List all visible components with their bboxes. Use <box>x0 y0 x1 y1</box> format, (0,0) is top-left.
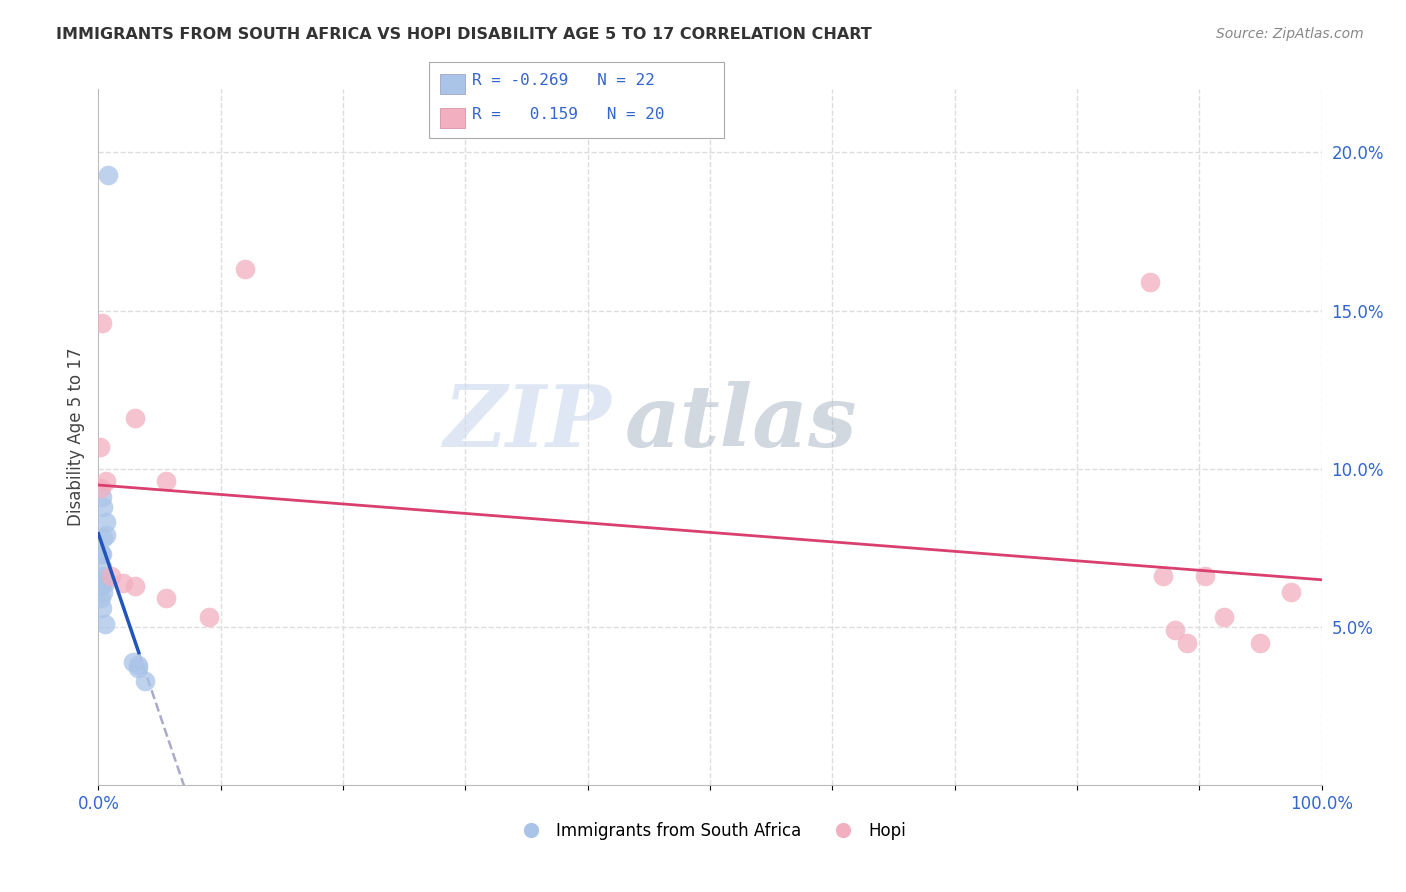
Point <box>97 168 120 182</box>
Point <box>233 262 256 277</box>
Point <box>1249 635 1271 649</box>
Point <box>1194 569 1216 583</box>
Point <box>1152 569 1174 583</box>
Legend: Immigrants from South Africa, Hopi: Immigrants from South Africa, Hopi <box>508 815 912 847</box>
Point <box>155 591 177 606</box>
Point <box>91 559 114 574</box>
Point <box>91 547 114 561</box>
Text: ZIP: ZIP <box>444 382 612 465</box>
Point <box>121 655 143 669</box>
Point <box>1175 635 1198 649</box>
Point <box>1139 275 1161 289</box>
Point <box>124 579 146 593</box>
Point <box>94 475 117 489</box>
Text: R =   0.159   N = 20: R = 0.159 N = 20 <box>472 107 665 122</box>
Point <box>127 661 149 675</box>
Point <box>1212 610 1234 624</box>
Point <box>91 316 114 330</box>
Point <box>90 547 112 561</box>
Text: R = -0.269   N = 22: R = -0.269 N = 22 <box>472 73 655 88</box>
Text: Source: ZipAtlas.com: Source: ZipAtlas.com <box>1216 27 1364 41</box>
Point <box>1279 585 1302 599</box>
Point <box>91 600 114 615</box>
Point <box>91 531 114 545</box>
Point <box>90 579 112 593</box>
Text: atlas: atlas <box>624 382 856 465</box>
Point <box>134 673 156 688</box>
Point <box>90 579 112 593</box>
Point <box>91 500 114 514</box>
Text: IMMIGRANTS FROM SOUTH AFRICA VS HOPI DISABILITY AGE 5 TO 17 CORRELATION CHART: IMMIGRANTS FROM SOUTH AFRICA VS HOPI DIS… <box>56 27 872 42</box>
Point <box>93 616 115 631</box>
Point <box>90 481 112 495</box>
Point <box>91 569 114 583</box>
Point <box>91 490 114 504</box>
Point <box>197 610 219 624</box>
Point <box>90 591 112 606</box>
Point <box>89 440 111 454</box>
Point <box>94 516 117 530</box>
Point <box>111 575 134 590</box>
Point <box>94 528 117 542</box>
Point <box>124 411 146 425</box>
Point <box>127 657 149 672</box>
Point <box>91 585 114 599</box>
Point <box>155 475 177 489</box>
Point <box>1164 623 1187 637</box>
Point <box>100 569 122 583</box>
Point <box>93 575 115 590</box>
Point <box>91 575 114 590</box>
Y-axis label: Disability Age 5 to 17: Disability Age 5 to 17 <box>66 348 84 526</box>
